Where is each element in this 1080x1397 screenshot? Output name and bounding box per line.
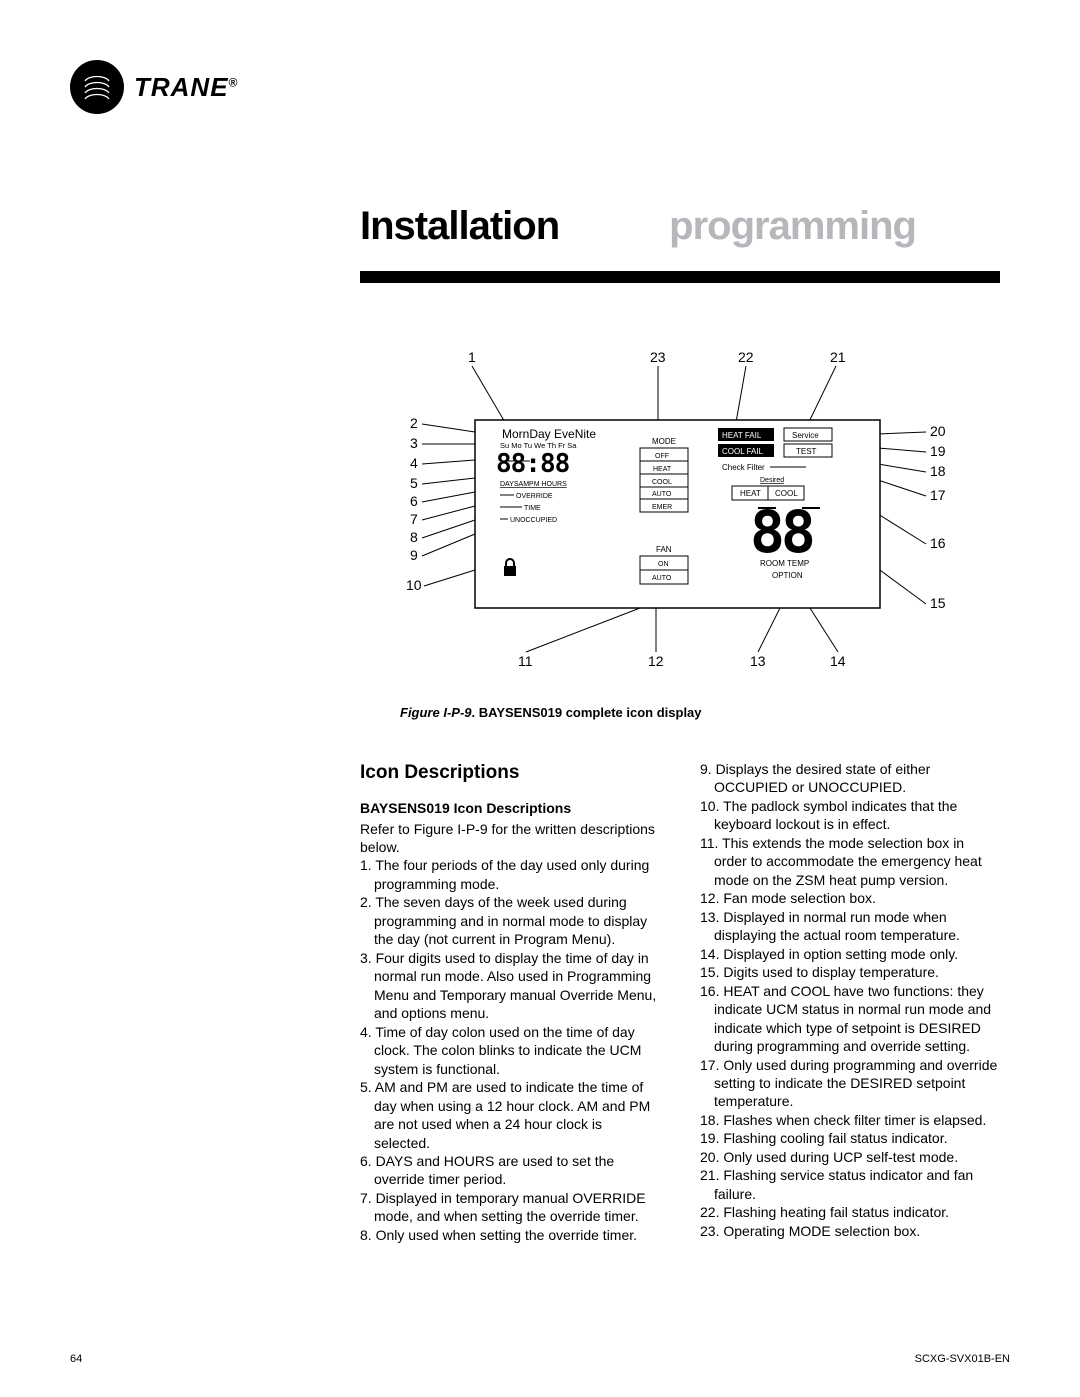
- list-item: 7. Displayed in temporary manual OVERRID…: [360, 1189, 660, 1226]
- svg-text:19: 19: [930, 443, 946, 459]
- svg-text:UNOCCUPIED: UNOCCUPIED: [510, 517, 557, 524]
- list-item: 4. Time of day colon used on the time of…: [360, 1023, 660, 1078]
- content-columns: Icon Descriptions BAYSENS019 Icon Descri…: [360, 760, 1000, 1244]
- svg-text:HEAT: HEAT: [740, 489, 761, 498]
- brand-text: TRANE®: [134, 72, 238, 103]
- list-item: 3. Four digits used to display the time …: [360, 949, 660, 1023]
- svg-text:88:88: 88:88: [496, 449, 570, 479]
- intro-text: Refer to Figure I-P-9 for the written de…: [360, 820, 660, 857]
- svg-text:10: 10: [406, 577, 422, 593]
- svg-text:12: 12: [648, 653, 664, 669]
- svg-text:13: 13: [750, 653, 766, 669]
- heading-row: Installation programming: [360, 204, 1010, 249]
- svg-text:20: 20: [930, 423, 946, 439]
- svg-text:MornDay EveNite: MornDay EveNite: [502, 427, 596, 441]
- list-item: 10. The padlock symbol indicates that th…: [700, 797, 1000, 834]
- svg-text:HEAT: HEAT: [653, 466, 672, 473]
- heading-installation: Installation: [360, 204, 559, 249]
- svg-text:14: 14: [830, 653, 846, 669]
- svg-text:2: 2: [410, 415, 418, 431]
- svg-text:5: 5: [410, 475, 418, 491]
- list-item: 14. Displayed in option setting mode onl…: [700, 945, 1000, 963]
- trane-logo-icon: [70, 60, 124, 114]
- svg-text:OVERRIDE: OVERRIDE: [516, 493, 553, 500]
- svg-text:6: 6: [410, 493, 418, 509]
- list-item: 9. Displays the desired state of either …: [700, 760, 1000, 797]
- svg-text:COOL: COOL: [775, 489, 798, 498]
- svg-text:MODE: MODE: [652, 437, 676, 446]
- thermostat-diagram: 1 23 22 21 2 3 4 5 6 7 8 9 10 20: [400, 348, 960, 688]
- logo-group: TRANE®: [70, 60, 1010, 114]
- list-item: 16. HEAT and COOL have two functions: th…: [700, 982, 1000, 1056]
- list-item: 22. Flashing heating fail status indicat…: [700, 1203, 1000, 1221]
- svg-text:EMER: EMER: [652, 504, 672, 511]
- svg-text:3: 3: [410, 435, 418, 451]
- list-item: 12. Fan mode selection box.: [700, 889, 1000, 907]
- list-item: 17. Only used during programming and ove…: [700, 1056, 1000, 1111]
- doc-id: SCXG-SVX01B-EN: [915, 1353, 1010, 1365]
- svg-text:AUTO: AUTO: [652, 491, 672, 498]
- heading-programming: programming: [669, 204, 916, 249]
- list-item: 2. The seven days of the week used durin…: [360, 893, 660, 948]
- svg-text:11: 11: [518, 653, 533, 669]
- callout-22: 22: [738, 349, 754, 365]
- callout-23: 23: [650, 349, 666, 365]
- svg-text:8: 8: [410, 529, 418, 545]
- right-items: 9. Displays the desired state of either …: [700, 760, 1000, 1240]
- list-item: 20. Only used during UCP self-test mode.: [700, 1148, 1000, 1166]
- heading-rule: [360, 271, 1000, 283]
- list-item: 8. Only used when setting the override t…: [360, 1226, 660, 1244]
- svg-text:9: 9: [410, 547, 418, 563]
- figure-area: 1 23 22 21 2 3 4 5 6 7 8 9 10 20: [400, 348, 960, 720]
- svg-text:TEST: TEST: [796, 447, 817, 456]
- subhead: BAYSENS019 Icon Descriptions: [360, 799, 660, 817]
- right-column: 9. Displays the desired state of either …: [700, 760, 1000, 1244]
- svg-text:ON: ON: [658, 561, 669, 568]
- callout-1: 1: [468, 349, 476, 365]
- list-item: 1. The four periods of the day used only…: [360, 856, 660, 893]
- list-item: 19. Flashing cooling fail status indicat…: [700, 1129, 1000, 1147]
- svg-text:COOL: COOL: [652, 479, 672, 486]
- section-title: Icon Descriptions: [360, 760, 660, 785]
- svg-text:HEAT FAIL: HEAT FAIL: [722, 431, 762, 440]
- list-item: 18. Flashes when check filter timer is e…: [700, 1111, 1000, 1129]
- svg-text:COOL FAIL: COOL FAIL: [722, 447, 764, 456]
- svg-text:4: 4: [410, 455, 418, 471]
- figure-caption: Figure I-P-9. BAYSENS019 complete icon d…: [400, 705, 960, 720]
- svg-text:Check Filter: Check Filter: [722, 463, 765, 472]
- svg-text:18: 18: [930, 463, 946, 479]
- svg-text:ROOM TEMP: ROOM TEMP: [760, 559, 809, 568]
- svg-text:DAYSAMPM HOURS: DAYSAMPM HOURS: [500, 481, 567, 488]
- svg-text:16: 16: [930, 535, 946, 551]
- svg-text:7: 7: [410, 511, 418, 527]
- svg-text:FAN: FAN: [656, 545, 672, 554]
- list-item: 5. AM and PM are used to indicate the ti…: [360, 1078, 660, 1152]
- left-items: 1. The four periods of the day used only…: [360, 856, 660, 1244]
- page: TRANE® Installation programming 1 23 22 …: [0, 0, 1080, 1397]
- svg-text:Desired: Desired: [760, 477, 784, 484]
- list-item: 13. Displayed in normal run mode when di…: [700, 908, 1000, 945]
- svg-text:OPTION: OPTION: [772, 571, 803, 580]
- page-number: 64: [70, 1353, 82, 1365]
- svg-text:AUTO: AUTO: [652, 575, 672, 582]
- left-column: Icon Descriptions BAYSENS019 Icon Descri…: [360, 760, 660, 1244]
- svg-text:TIME: TIME: [524, 505, 541, 512]
- svg-text:OFF: OFF: [655, 453, 669, 460]
- list-item: 11. This extends the mode selection box …: [700, 834, 1000, 889]
- list-item: 15. Digits used to display temperature.: [700, 963, 1000, 981]
- list-item: 6. DAYS and HOURS are used to set the ov…: [360, 1152, 660, 1189]
- list-item: 21. Flashing service status indicator an…: [700, 1166, 1000, 1203]
- svg-text:15: 15: [930, 595, 946, 611]
- callout-21: 21: [830, 349, 846, 365]
- svg-text:17: 17: [930, 487, 946, 503]
- svg-text:Service: Service: [792, 431, 819, 440]
- list-item: 23. Operating MODE selection box.: [700, 1222, 1000, 1240]
